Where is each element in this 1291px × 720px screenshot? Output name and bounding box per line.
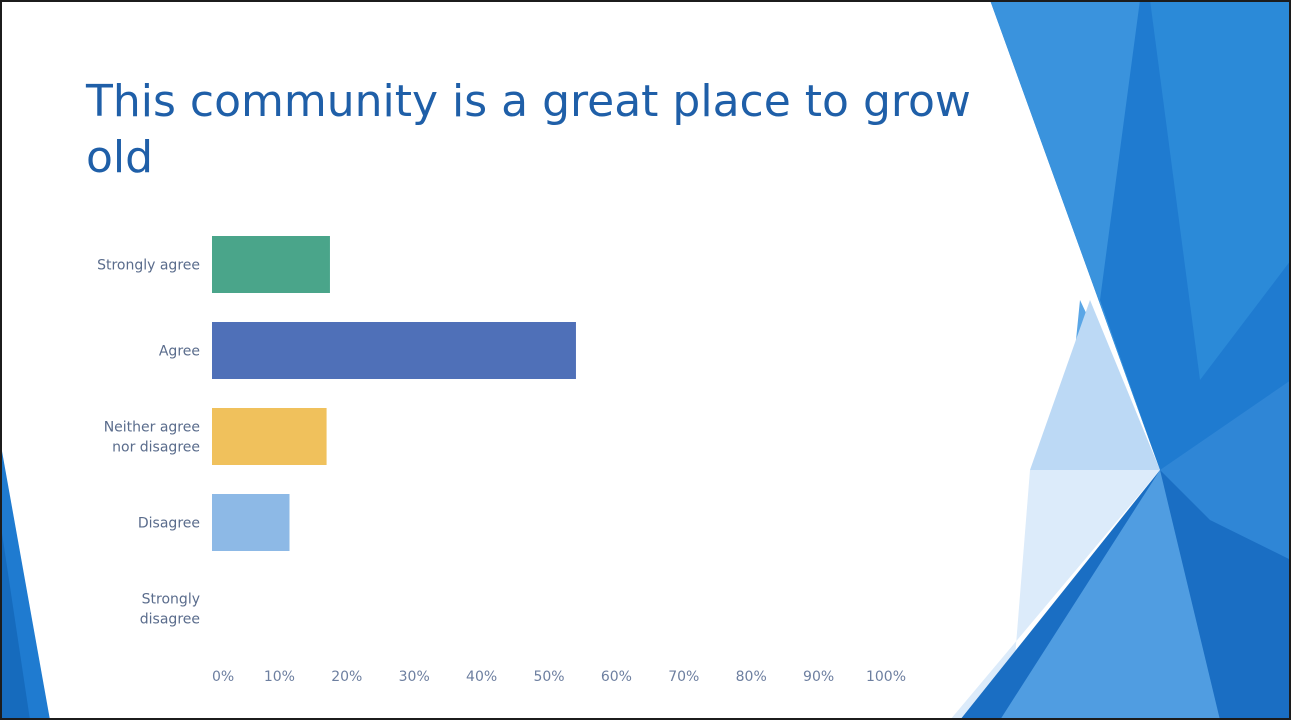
slide-title: This community is a great place to grow … bbox=[86, 76, 971, 183]
x-tick-label: 90% bbox=[803, 669, 834, 685]
x-tick-label: 40% bbox=[466, 669, 497, 685]
category-label: Strongly agree bbox=[97, 258, 200, 274]
decor-facet bbox=[950, 470, 1160, 720]
category-label: Disagree bbox=[138, 516, 200, 532]
bar-neither-agree-nor-disagree bbox=[212, 408, 327, 465]
x-tick-label: 80% bbox=[736, 669, 767, 685]
decor-facet bbox=[1150, 0, 1291, 380]
decor-facet bbox=[990, 0, 1160, 470]
bar-strongly-agree bbox=[212, 236, 330, 293]
decor-facet bbox=[1160, 380, 1291, 560]
bar-agree bbox=[212, 322, 576, 379]
x-tick-label: 100% bbox=[866, 669, 906, 685]
bar-disagree bbox=[212, 494, 290, 551]
x-tick-label: 10% bbox=[264, 669, 295, 685]
x-tick-label: 50% bbox=[533, 669, 564, 685]
category-label: Agree bbox=[159, 344, 200, 360]
decor-facet bbox=[0, 520, 30, 720]
category-label: Strongly disagree bbox=[140, 592, 200, 628]
x-tick-label: 60% bbox=[601, 669, 632, 685]
category-label: Neither agree nor disagree bbox=[104, 420, 200, 456]
x-tick-label: 70% bbox=[668, 669, 699, 685]
decor-facet bbox=[1000, 470, 1220, 720]
x-tick-label: 30% bbox=[399, 669, 430, 685]
x-tick-label: 20% bbox=[331, 669, 362, 685]
x-tick-label: 0% bbox=[212, 669, 234, 685]
